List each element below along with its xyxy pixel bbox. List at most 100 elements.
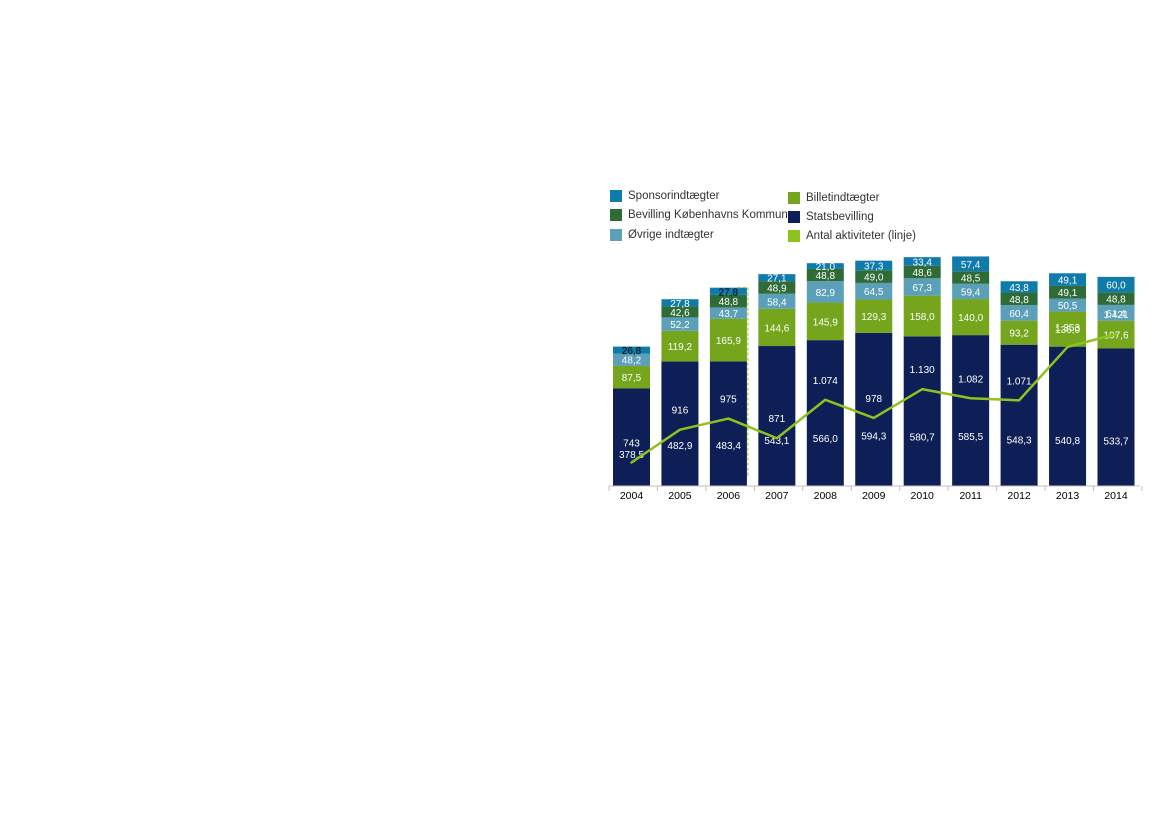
bar-segment [661, 361, 699, 486]
bar-data-label: 26,8 [622, 346, 642, 357]
line-data-label: 1.130 [910, 365, 935, 376]
bar-segment [613, 353, 650, 366]
x-tick-label: 2006 [717, 490, 741, 502]
bar-data-label: 52,2 [670, 320, 690, 331]
line-data-label: 1.353 [1055, 323, 1080, 334]
bar-segment [709, 307, 747, 319]
bar-segment [1097, 348, 1135, 486]
bar-segment [952, 271, 990, 284]
bar-data-label: 57,4 [961, 260, 981, 271]
line-data-label: 1.421 [1103, 310, 1128, 321]
bar-segment [758, 274, 796, 282]
line-data-label: 916 [672, 406, 689, 417]
legend-label: Bevilling Københavns Kommune [628, 209, 795, 221]
bar-segment [661, 317, 699, 331]
legend-swatch [610, 229, 622, 241]
bar-data-label: 27,1 [767, 274, 787, 285]
line-data-label: 1.071 [1007, 376, 1032, 387]
bar-data-label: 585,5 [958, 432, 983, 443]
bar-data-label: 107,6 [1103, 331, 1128, 342]
line-data-label: 871 [769, 414, 786, 425]
bar-data-label: 48,8 [1106, 295, 1126, 306]
bar-data-label: 140,0 [958, 313, 983, 324]
bar-segment [709, 287, 747, 295]
bar-segment [903, 278, 941, 296]
bar-segment [1097, 292, 1135, 305]
bar-data-label: 48,9 [767, 283, 787, 294]
bar-data-label: 48,5 [961, 273, 981, 284]
bar-segment [1000, 281, 1038, 293]
x-tick-label: 2009 [862, 490, 886, 502]
legend-label: Øvrige indtægter [628, 229, 714, 241]
line-data-label: 975 [720, 395, 737, 406]
bar-segment [806, 340, 844, 486]
bar-segment [1049, 298, 1087, 312]
bar-segment [1097, 276, 1135, 293]
bar-data-label: 93,2 [1009, 329, 1029, 340]
bar-data-label: 59,4 [961, 287, 981, 298]
legend-swatch [610, 190, 622, 202]
bar-data-label: 49,1 [1058, 288, 1078, 299]
bar-segment [1000, 305, 1038, 321]
bar-data-label: 533,7 [1103, 437, 1128, 448]
bar-segment [613, 346, 650, 354]
x-tick-label: 2012 [1007, 490, 1031, 502]
bar-segment [1000, 292, 1038, 306]
bar-data-label: 580,7 [910, 433, 935, 444]
bar-segment [1049, 311, 1087, 347]
bar-segment [1097, 304, 1135, 321]
line-data-label: 743 [623, 439, 640, 450]
bar-segment [1049, 285, 1087, 299]
bar-data-label: 594,3 [861, 431, 886, 442]
bar-data-label: 61,4 [1106, 309, 1126, 320]
bar-data-label: 136,0 [1055, 325, 1080, 336]
bar-data-label: 129,3 [861, 312, 886, 323]
bar-data-label: 144,6 [764, 323, 789, 334]
bar-data-label: 60,0 [1106, 281, 1126, 292]
bar-segment [855, 260, 893, 271]
bar-data-label: 60,4 [1009, 309, 1029, 320]
bar-segment [855, 270, 893, 283]
bar-data-label: 145,9 [813, 317, 838, 328]
legend-swatch [610, 209, 622, 221]
bar-data-label: 48,2 [622, 356, 642, 367]
x-tick-label: 2008 [814, 490, 838, 502]
bar-data-label: 378,5 [619, 450, 644, 461]
bar-data-label: 48,6 [912, 268, 932, 279]
bar-segment [661, 330, 699, 362]
bar-data-label: 42,6 [670, 308, 690, 319]
bar-data-label: 566,0 [813, 434, 838, 445]
bar-data-label: 50,5 [1058, 301, 1078, 312]
bar-segment [952, 299, 990, 336]
x-tick-label: 2010 [911, 490, 935, 502]
bar-segment [709, 318, 747, 362]
bar-data-label: 82,9 [816, 288, 836, 299]
legend-swatch [788, 192, 800, 204]
bar-data-label: 67,3 [912, 283, 932, 294]
bar-segment [806, 263, 844, 269]
bar-segment [952, 256, 990, 272]
bar-data-label: 87,5 [622, 373, 642, 384]
x-tick-label: 2007 [765, 490, 789, 502]
bar-data-label: 58,4 [767, 297, 787, 308]
line-data-label: 1.074 [813, 376, 838, 387]
bar-segment [952, 283, 990, 300]
bar-segment [758, 293, 796, 309]
bar-segment [806, 281, 844, 303]
bar-data-label: 119,2 [668, 342, 693, 353]
bar-data-label: 43,8 [1009, 283, 1029, 294]
bar-segment [709, 294, 747, 308]
legend-label: Sponsorindtægter [628, 190, 720, 202]
bar-segment [613, 365, 650, 389]
bar-segment [758, 281, 796, 294]
bar-data-label: 27,8 [670, 299, 690, 310]
bar-data-label: 543,1 [764, 436, 789, 447]
bar-segment [903, 265, 941, 279]
bar-segment [855, 282, 893, 300]
bar-segment [1000, 344, 1038, 486]
x-tick-label: 2013 [1056, 490, 1080, 502]
bar-data-label: 43,7 [719, 309, 739, 320]
bar-data-label: 49,0 [864, 273, 884, 284]
bar-segment [903, 257, 941, 266]
